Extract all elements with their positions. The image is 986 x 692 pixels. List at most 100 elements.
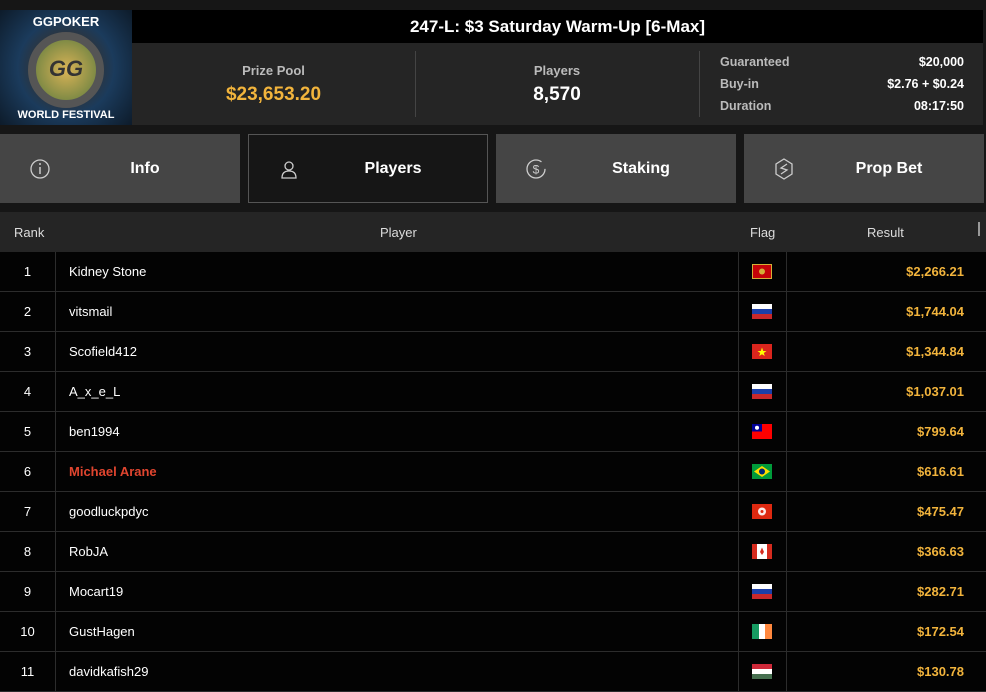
column-resize-handle[interactable] [978,222,980,236]
flag-cell [738,412,787,452]
result-cell: $366.63 [917,544,964,559]
result-cell: $1,344.84 [906,344,964,359]
player-name: davidkafish29 [69,664,149,679]
result-cell: $799.64 [917,424,964,439]
rank-cell: 6 [0,452,56,492]
flag-hong-kong-icon [752,504,772,519]
table-row[interactable]: 2 vitsmail $1,744.04 [0,292,986,332]
tab-label: Players [364,159,422,177]
table-row[interactable]: 7 goodluckpdyc $475.47 [0,492,986,532]
result-cell: $172.54 [917,624,964,639]
table-row[interactable]: 9 Mocart19 $282.71 [0,572,986,612]
table-row[interactable]: 8 RobJA $366.63 [0,532,986,572]
tournament-title: 247-L: $3 Saturday Warm-Up [6-Max] [132,10,983,43]
rank-cell: 9 [0,572,56,612]
flag-ireland-icon [752,624,772,639]
detail-label: Duration [720,99,772,113]
player-name: Mocart19 [69,584,124,599]
players-label: Players [533,63,581,78]
rank-cell: 4 [0,372,56,412]
flag-cell [738,612,787,652]
result-cell: $282.71 [917,584,964,599]
rank-cell: 5 [0,412,56,452]
flag-taiwan-icon [752,424,772,439]
header-rank: Rank [14,225,45,240]
flag-cell [738,492,787,532]
player-name: Kidney Stone [69,264,147,279]
divider [699,51,700,117]
table-row[interactable]: 1 Kidney Stone $2,266.21 [0,252,986,292]
tab-label: Prop Bet [855,159,923,177]
info-icon [30,159,50,179]
table-row[interactable]: 4 A_x_e_L $1,037.01 [0,372,986,412]
detail-label: Buy-in [720,77,759,91]
rank-cell: 2 [0,292,56,332]
rank-cell: 7 [0,492,56,532]
players-value: 8,570 [533,84,581,105]
user-icon [281,161,297,179]
result-cell: $616.61 [917,464,964,479]
flag-canada-icon [752,544,772,559]
result-cell: $2,266.21 [906,264,964,279]
player-name: A_x_e_L [69,384,121,399]
result-cell: $475.47 [917,504,964,519]
player-name: Scofield412 [69,344,137,359]
rank-cell: 1 [0,252,56,292]
header-player: Player [380,225,417,240]
player-name: vitsmail [69,304,113,319]
rank-cell: 10 [0,612,56,652]
tab-label: Info [130,159,160,177]
flag-montenegro-icon [752,264,772,279]
result-cell: $1,037.01 [906,384,964,399]
tournament-stats: Prize Pool $23,653.20 Players 8,570 Guar… [132,43,983,125]
flag-vietnam-icon [752,344,772,359]
player-name: Michael Arane [69,464,157,479]
detail-buy-in: Buy-in $2.76 + $0.24 [720,77,964,91]
flag-cell [738,252,787,292]
dollar-coin-icon: $ [526,159,546,179]
ggpoker-world-festival-logo: GGPOKER GG WORLD FESTIVAL [0,10,132,125]
svg-text:$: $ [533,163,540,177]
flag-brazil-icon [752,464,772,479]
prize-pool-label: Prize Pool [242,63,305,78]
player-name: GustHagen [69,624,135,639]
flag-cell [738,452,787,492]
table-row[interactable]: 6 Michael Arane $616.61 [0,452,986,492]
players-count: Players 8,570 [415,43,699,125]
rank-cell: 11 [0,652,56,692]
tab-info[interactable]: Info [0,134,240,203]
detail-value: 08:17:50 [913,99,964,113]
detail-duration: Duration 08:17:50 [720,99,964,113]
divider [415,51,416,117]
table-row[interactable]: 11 davidkafish29 $130.78 [0,652,986,692]
table-row[interactable]: 3 Scofield412 $1,344.84 [0,332,986,372]
header-result[interactable]: Result [867,225,904,240]
detail-label: Guaranteed [720,55,790,69]
flag-cell [738,572,787,612]
rank-cell: 3 [0,332,56,372]
header-flag: Flag [750,225,776,240]
player-name: ben1994 [69,424,120,439]
table-header: Rank Player Flag Result [0,212,986,252]
flag-cell [738,292,787,332]
flag-cell [738,652,787,692]
table-row[interactable]: 10 GustHagen $172.54 [0,612,986,652]
detail-value: $2.76 + $0.24 [887,77,964,91]
tab-staking[interactable]: $ Staking [496,134,736,203]
tab-players[interactable]: Players [248,134,488,203]
result-cell: $130.78 [917,664,964,679]
flag-russia-icon [752,384,772,399]
prize-pool: Prize Pool $23,653.20 [132,43,415,125]
flag-russia-icon [752,584,772,599]
tab-label: Staking [612,159,670,177]
tab-prop-bet[interactable]: Prop Bet [744,134,984,203]
table-row[interactable]: 5 ben1994 $799.64 [0,412,986,452]
rank-cell: 8 [0,532,56,572]
player-name: RobJA [69,544,109,559]
flag-russia-icon [752,304,772,319]
flag-cell [738,532,787,572]
player-name: goodluckpdyc [69,504,149,519]
result-cell: $1,744.04 [906,304,964,319]
flag-cell [738,332,787,372]
detail-guaranteed: Guaranteed $20,000 [720,55,964,69]
